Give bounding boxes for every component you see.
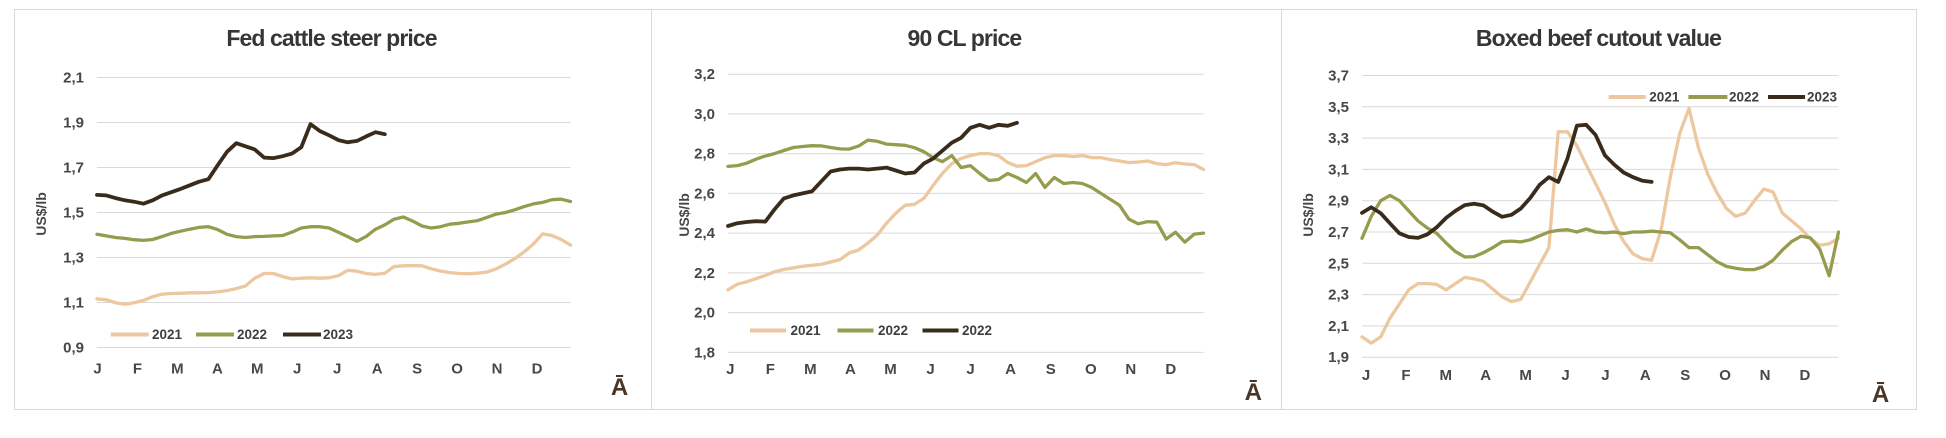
svg-text:A: A bbox=[1640, 367, 1651, 384]
svg-text:2023: 2023 bbox=[323, 327, 354, 342]
svg-text:2021: 2021 bbox=[791, 323, 822, 338]
svg-text:Ā: Ā bbox=[1245, 379, 1262, 406]
svg-text:2,1: 2,1 bbox=[63, 70, 84, 87]
svg-text:A: A bbox=[845, 361, 856, 378]
svg-text:2,3: 2,3 bbox=[1328, 287, 1349, 304]
svg-text:O: O bbox=[451, 361, 463, 378]
svg-text:2,0: 2,0 bbox=[694, 305, 715, 322]
svg-text:M: M bbox=[1440, 367, 1453, 384]
svg-text:Boxed beef cutout value: Boxed beef cutout value bbox=[1476, 25, 1721, 51]
svg-text:D: D bbox=[1799, 367, 1810, 384]
svg-text:2022: 2022 bbox=[1729, 90, 1759, 105]
svg-text:2022: 2022 bbox=[962, 323, 992, 338]
svg-text:F: F bbox=[766, 361, 775, 378]
svg-text:F: F bbox=[1401, 367, 1410, 384]
svg-text:2021: 2021 bbox=[152, 327, 183, 342]
svg-text:1,3: 1,3 bbox=[63, 250, 84, 267]
svg-text:M: M bbox=[171, 361, 184, 378]
svg-text:N: N bbox=[492, 361, 503, 378]
svg-text:J: J bbox=[1601, 367, 1609, 384]
svg-text:1,9: 1,9 bbox=[1328, 349, 1349, 366]
svg-text:O: O bbox=[1085, 361, 1097, 378]
svg-text:N: N bbox=[1760, 367, 1771, 384]
svg-text:Ā: Ā bbox=[1872, 381, 1889, 408]
svg-text:S: S bbox=[412, 361, 422, 378]
svg-text:2,8: 2,8 bbox=[694, 146, 715, 163]
svg-text:2,1: 2,1 bbox=[1328, 318, 1349, 335]
svg-text:M: M bbox=[1519, 367, 1532, 384]
svg-text:D: D bbox=[1165, 361, 1176, 378]
svg-text:2021: 2021 bbox=[1649, 90, 1680, 105]
svg-text:0,9: 0,9 bbox=[63, 340, 84, 357]
svg-text:S: S bbox=[1680, 367, 1690, 384]
svg-text:M: M bbox=[251, 361, 264, 378]
svg-text:2022: 2022 bbox=[878, 323, 908, 338]
svg-text:2,7: 2,7 bbox=[1328, 224, 1349, 241]
svg-text:3,0: 3,0 bbox=[694, 106, 715, 123]
svg-text:J: J bbox=[926, 361, 934, 378]
svg-text:A: A bbox=[372, 361, 383, 378]
svg-text:Fed cattle steer price: Fed cattle steer price bbox=[226, 25, 436, 51]
svg-text:J: J bbox=[1362, 367, 1370, 384]
svg-text:J: J bbox=[1561, 367, 1569, 384]
svg-text:1,7: 1,7 bbox=[63, 160, 84, 177]
svg-text:S: S bbox=[1046, 361, 1056, 378]
svg-text:1,8: 1,8 bbox=[694, 344, 715, 361]
svg-text:2,9: 2,9 bbox=[1328, 193, 1349, 210]
svg-text:2023: 2023 bbox=[1807, 90, 1838, 105]
svg-text:2,6: 2,6 bbox=[694, 185, 715, 202]
svg-text:A: A bbox=[1480, 367, 1491, 384]
svg-text:2,4: 2,4 bbox=[694, 225, 716, 242]
svg-text:J: J bbox=[333, 361, 341, 378]
svg-text:US$/lb: US$/lb bbox=[676, 193, 692, 237]
svg-text:3,2: 3,2 bbox=[694, 66, 715, 83]
svg-text:1,9: 1,9 bbox=[63, 115, 84, 132]
svg-text:A: A bbox=[1005, 361, 1016, 378]
svg-text:N: N bbox=[1125, 361, 1136, 378]
svg-text:D: D bbox=[532, 361, 543, 378]
svg-text:3,7: 3,7 bbox=[1328, 68, 1349, 85]
svg-text:M: M bbox=[884, 361, 897, 378]
svg-text:90 CL price: 90 CL price bbox=[908, 25, 1022, 51]
svg-text:M: M bbox=[804, 361, 817, 378]
svg-text:A: A bbox=[212, 361, 223, 378]
svg-text:3,1: 3,1 bbox=[1328, 161, 1349, 178]
svg-text:1,1: 1,1 bbox=[63, 295, 84, 312]
svg-text:2022: 2022 bbox=[237, 327, 267, 342]
svg-text:1,5: 1,5 bbox=[63, 205, 84, 222]
svg-text:US$/lb: US$/lb bbox=[33, 192, 49, 236]
svg-text:J: J bbox=[93, 361, 101, 378]
svg-text:F: F bbox=[133, 361, 142, 378]
svg-text:J: J bbox=[726, 361, 734, 378]
svg-text:3,5: 3,5 bbox=[1328, 99, 1349, 116]
svg-text:J: J bbox=[966, 361, 974, 378]
svg-text:3,3: 3,3 bbox=[1328, 130, 1349, 147]
svg-text:J: J bbox=[293, 361, 301, 378]
svg-text:US$/lb: US$/lb bbox=[1300, 193, 1316, 237]
svg-text:2,5: 2,5 bbox=[1328, 255, 1349, 272]
svg-text:Ā: Ā bbox=[611, 374, 628, 401]
svg-text:O: O bbox=[1719, 367, 1731, 384]
svg-text:2,2: 2,2 bbox=[694, 265, 715, 282]
